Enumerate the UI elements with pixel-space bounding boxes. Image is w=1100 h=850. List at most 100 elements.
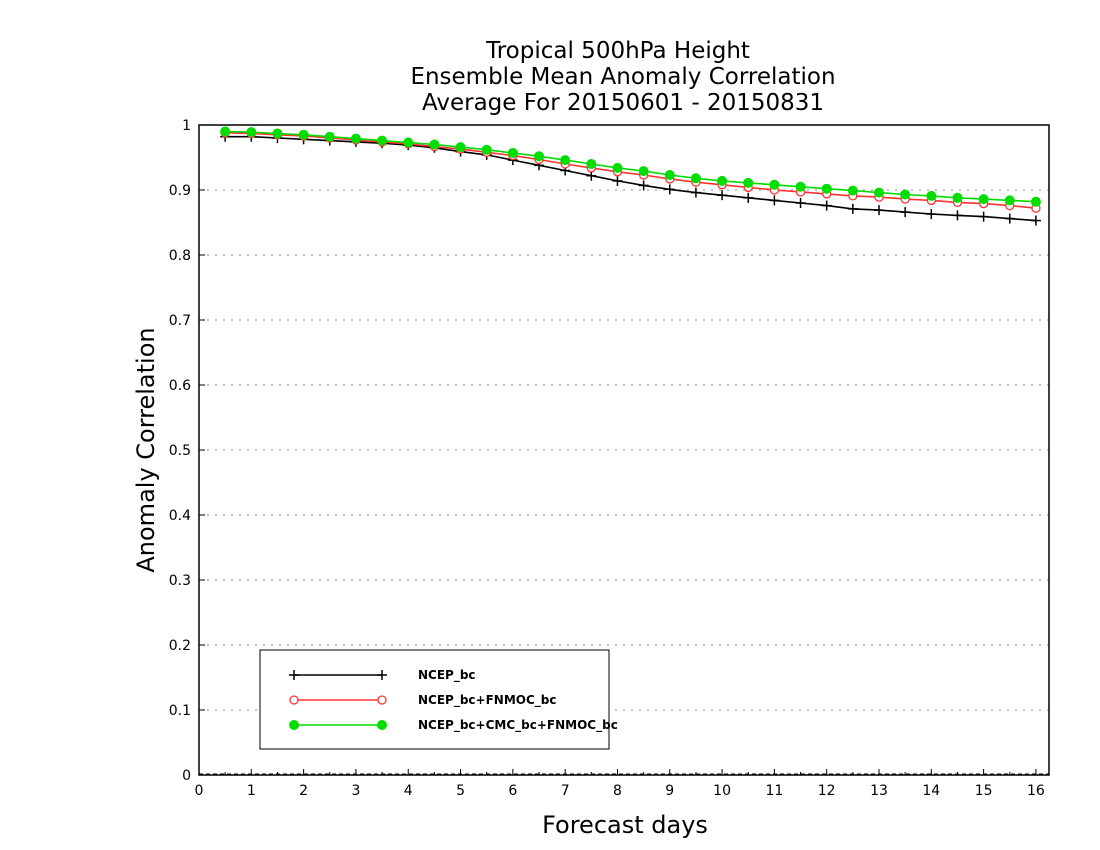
legend-label: NCEP_bc [418, 668, 476, 683]
data-point [795, 181, 806, 192]
data-point [717, 190, 728, 201]
data-point [743, 192, 754, 203]
legend-entry: NCEP_bc+FNMOC_bc [289, 693, 557, 708]
series [220, 126, 1041, 226]
y-tick-label: 0.9 [169, 183, 191, 199]
data-point [926, 190, 937, 201]
data-point [586, 159, 597, 169]
y-tick-label: 0.3 [169, 573, 191, 589]
data-point [874, 205, 884, 216]
series-1 [220, 131, 1041, 226]
series-3 [220, 126, 1041, 207]
data-point [952, 192, 963, 203]
x-tick-label: 9 [665, 783, 674, 799]
data-point [220, 126, 231, 137]
y-tick-label: 0.7 [169, 313, 191, 329]
y-tick-label: 0.4 [169, 508, 191, 524]
data-point [690, 187, 701, 198]
x-tick-label: 11 [765, 783, 783, 799]
data-point [403, 137, 414, 148]
data-point [272, 128, 283, 139]
data-point [900, 189, 911, 200]
y-tick-label: 0.1 [169, 703, 191, 719]
y-tick-label: 0.2 [169, 638, 191, 654]
x-tick-label: 2 [299, 783, 308, 799]
data-point [289, 670, 299, 680]
data-point [377, 695, 387, 705]
x-tick-label: 6 [508, 783, 517, 799]
y-tick-label: 0.5 [169, 443, 191, 459]
legend-entry: NCEP_bc [289, 668, 476, 683]
data-point [377, 135, 388, 146]
x-tick-label: 3 [351, 783, 360, 799]
data-point [821, 183, 832, 194]
data-point [769, 195, 780, 206]
series-line [225, 132, 1036, 209]
data-point [1030, 215, 1041, 226]
data-point [612, 162, 623, 173]
data-point [664, 170, 675, 181]
data-point [1004, 213, 1015, 224]
y-tick-label: 0.6 [169, 378, 191, 394]
grid [199, 189, 1049, 775]
data-point [900, 207, 911, 218]
chart-subtitle: Ensemble Mean Anomaly Correlation [410, 64, 835, 90]
tick-labels: 00.10.20.30.40.50.60.70.80.910 1 2 3 4 5 6 7 8 9 1… [169, 118, 1045, 799]
axes [198, 124, 1050, 776]
data-point [507, 147, 518, 158]
data-point [978, 194, 989, 205]
data-point [717, 175, 728, 186]
legend-label: NCEP_bc+CMC_bc+FNMOC_bc [418, 718, 618, 733]
chart-title: Tropical 500hPa Height [485, 38, 750, 64]
x-tick-label: 13 [870, 783, 888, 799]
data-point [481, 144, 492, 155]
data-point [978, 211, 989, 222]
x-axis-label: Forecast days [542, 811, 708, 839]
data-point [298, 129, 309, 140]
data-point [638, 180, 649, 191]
data-point [1004, 195, 1015, 206]
x-tick-label: 12 [818, 783, 836, 799]
data-point [952, 210, 963, 221]
data-point [246, 127, 257, 138]
x-tick-label: 15 [975, 783, 993, 799]
data-point [350, 133, 361, 144]
data-point [821, 200, 832, 211]
data-point [743, 177, 754, 188]
x-tick-label: 10 [713, 783, 731, 799]
data-point [377, 720, 387, 730]
x-tick-label: 14 [922, 783, 940, 799]
x-tick-label: 4 [404, 783, 413, 799]
x-tick-label: 1 [247, 783, 256, 799]
series-line [225, 135, 1036, 222]
data-point [1030, 196, 1041, 207]
data-point [847, 203, 858, 214]
x-tick-label: 0 [195, 783, 204, 799]
y-tick-label: 0.8 [169, 248, 191, 264]
x-tick-label: 7 [561, 783, 570, 799]
data-point [560, 155, 571, 166]
x-tick-label: 5 [456, 783, 465, 799]
legend-entry: NCEP_bc+CMC_bc+FNMOC_bc [289, 718, 618, 733]
data-point [377, 670, 387, 680]
data-point [847, 185, 858, 196]
data-point [690, 173, 701, 184]
data-point [664, 184, 675, 195]
data-point [769, 179, 780, 190]
data-point [324, 131, 335, 142]
data-point [534, 151, 544, 162]
x-tick-label: 16 [1027, 783, 1045, 799]
x-tick-label: 8 [613, 783, 622, 799]
data-point [289, 720, 299, 730]
data-point [289, 695, 299, 705]
data-point [455, 142, 466, 153]
data-point [795, 198, 806, 208]
data-point [874, 187, 884, 198]
y-tick-label: 0 [182, 768, 191, 784]
data-point [926, 209, 937, 220]
y-axis-label: Anomaly Correlation [132, 327, 160, 572]
data-point [612, 175, 623, 186]
legend-label: NCEP_bc+FNMOC_bc [418, 693, 557, 708]
